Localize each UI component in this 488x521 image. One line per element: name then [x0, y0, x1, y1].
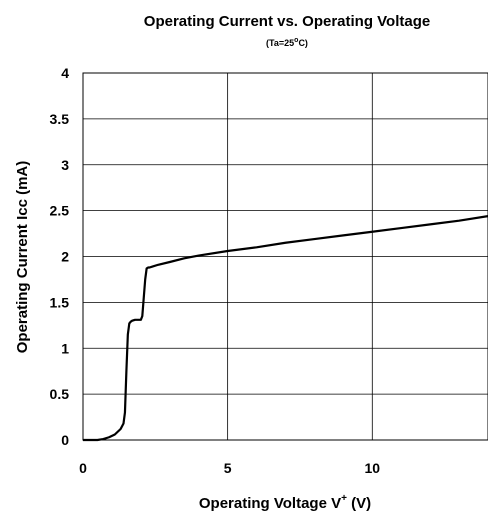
y-tick-label: 3: [61, 157, 69, 173]
x-axis-label: Operating Voltage V+ (V): [199, 493, 371, 512]
y-tick-label: 4: [61, 65, 69, 81]
x-tick-label: 0: [79, 460, 87, 476]
y-axis-label: Operating Current Icc (mA): [14, 161, 31, 354]
plot-frame: [82, 72, 488, 441]
y-tick-label: 1: [61, 340, 69, 356]
x-tick-label: 10: [364, 460, 380, 476]
series-line: [83, 215, 488, 442]
chart-title: Operating Current vs. Operating Voltage: [144, 13, 430, 30]
y-tick-label: 3.5: [50, 111, 70, 127]
y-tick-label: 0: [61, 432, 69, 448]
series-layer: [83, 215, 488, 442]
x-tick-labels: 0 5 10: [79, 460, 380, 476]
y-tick-label: 0.5: [50, 386, 70, 402]
x-tick-label: 5: [224, 460, 232, 476]
y-tick-labels: 0 0.5 1 1.5 2 2.5 3 3.5 4: [50, 65, 70, 448]
y-tick-label: 1.5: [50, 294, 70, 310]
y-tick-label: 2.5: [50, 203, 70, 219]
chart-subtitle: (Ta=25oC): [266, 37, 308, 48]
grid-lines: [83, 73, 488, 440]
y-tick-label: 2: [61, 249, 69, 265]
